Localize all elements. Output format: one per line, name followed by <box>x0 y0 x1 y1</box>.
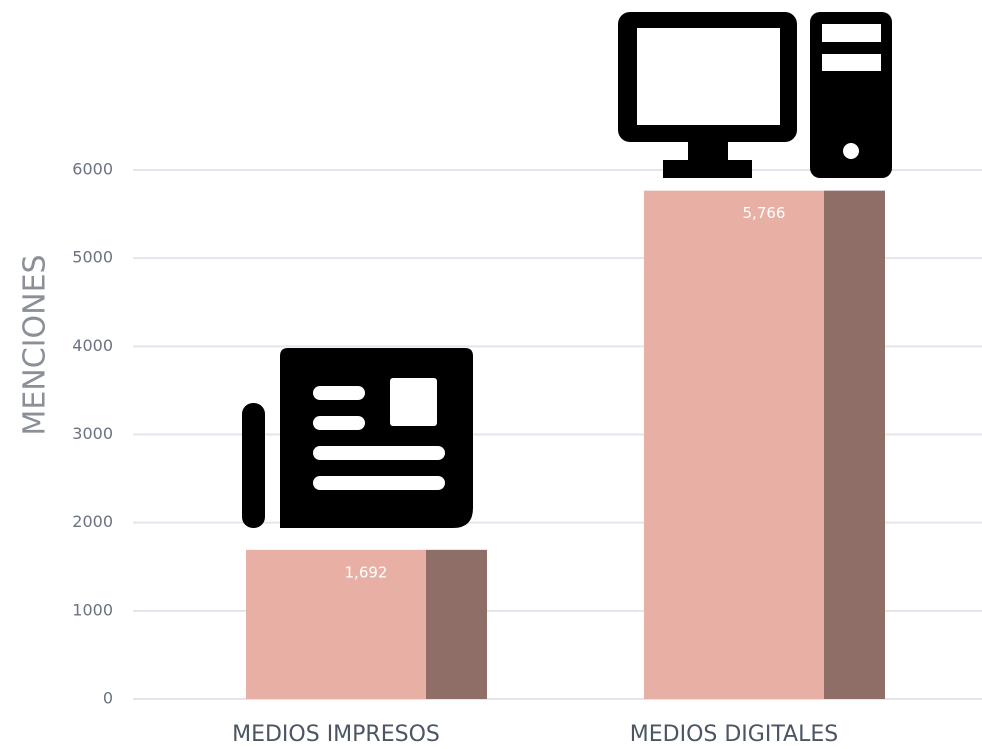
y-tick-label: 0 <box>103 689 113 708</box>
value-label: 5,766 <box>743 204 786 222</box>
y-tick-label: 4000 <box>72 336 113 355</box>
bars: 1,692 MEDIOS IMPRESOS 5,766 MEDIOS DIGITALE… <box>232 190 885 747</box>
computer-icon <box>618 12 892 178</box>
bar-shade <box>426 549 487 699</box>
x-tick-label: MEDIOS DIGITALES <box>630 722 838 747</box>
bar-shade <box>824 190 885 700</box>
y-tick-label: 6000 <box>72 160 113 179</box>
x-tick-label: MEDIOS IMPRESOS <box>232 722 440 747</box>
y-axis-title: MENCIONES <box>18 254 53 435</box>
value-label: 1,692 <box>345 563 388 581</box>
y-tick-label: 1000 <box>72 600 113 619</box>
bar <box>246 549 426 699</box>
newspaper-icon <box>242 348 473 528</box>
bar <box>644 190 824 700</box>
y-tick-label: 3000 <box>72 424 113 443</box>
y-tick-label: 2000 <box>72 512 113 531</box>
y-tick-label: 5000 <box>72 248 113 267</box>
